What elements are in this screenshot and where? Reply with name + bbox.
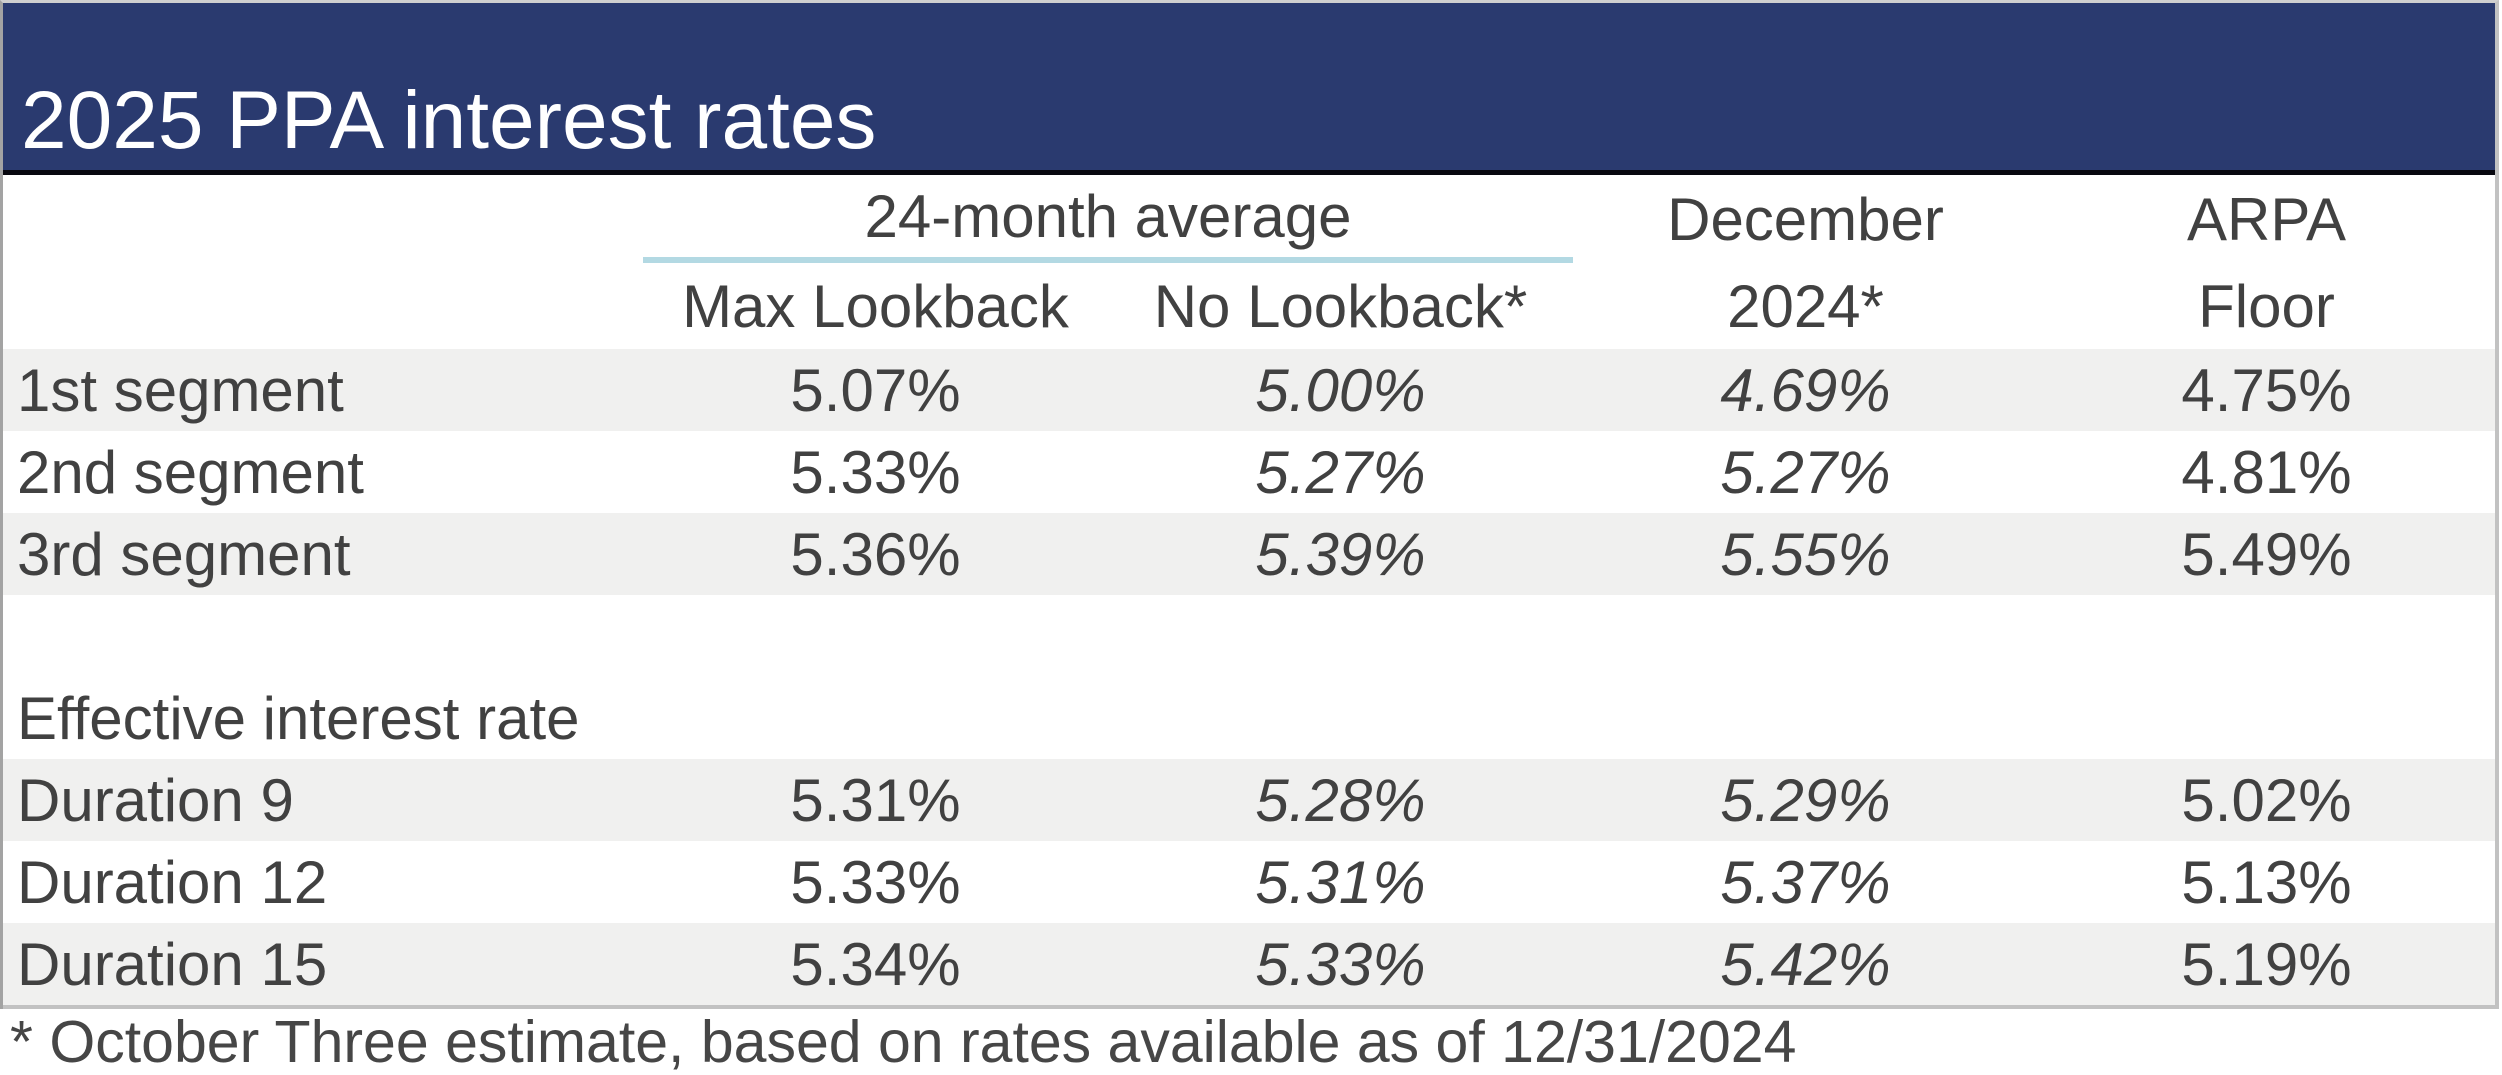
- table-row-2nd-segment: 2nd segment 5.33% 5.27% 5.27% 4.81%: [3, 431, 2495, 513]
- row-label: 2nd segment: [17, 438, 364, 506]
- row-label: Duration 15: [17, 930, 328, 998]
- cell-arpa-floor: 4.75%: [2181, 356, 2352, 424]
- table-row-duration-15: Duration 15 5.34% 5.33% 5.42% 5.19%: [3, 923, 2495, 1005]
- header-row-columns: Max Lookback No Lookback* 2024* Floor: [3, 263, 2495, 349]
- rates-table: 2025 PPA interest rates 24-month average…: [0, 0, 2499, 1009]
- cell-max-lookback: 5.33%: [790, 438, 961, 506]
- cell-december-2024: 4.69%: [1720, 356, 1891, 424]
- cell-arpa-floor: 5.49%: [2181, 520, 2352, 588]
- table-row-1st-segment: 1st segment 5.07% 5.00% 4.69% 4.75%: [3, 349, 2495, 431]
- cell-arpa-floor: 5.19%: [2181, 930, 2352, 998]
- cell-december-2024: 5.27%: [1720, 438, 1891, 506]
- footnote: * October Three estimate, based on rates…: [10, 1009, 1797, 1075]
- cell-no-lookback: 5.33%: [1255, 930, 1426, 998]
- cell-max-lookback: 5.34%: [790, 930, 961, 998]
- row-label: Duration 9: [17, 766, 294, 834]
- cell-max-lookback: 5.07%: [790, 356, 961, 424]
- column-header-arpa-line2: Floor: [2198, 272, 2335, 340]
- column-header-arpa-line1: ARPA: [2187, 185, 2346, 253]
- section-row-effective-interest-rate: Effective interest rate: [3, 677, 2495, 759]
- cell-december-2024: 5.55%: [1720, 520, 1891, 588]
- table-body: 1st segment 5.07% 5.00% 4.69% 4.75% 2nd …: [3, 349, 2495, 1009]
- row-label: Duration 12: [17, 848, 328, 916]
- table-header: 24-month average December ARPA Max Lookb…: [3, 175, 2495, 349]
- header-row-group: 24-month average December ARPA: [3, 175, 2495, 263]
- column-header-max-lookback: Max Lookback: [682, 272, 1069, 340]
- cell-no-lookback: 5.31%: [1255, 848, 1426, 916]
- table-row-duration-12: Duration 12 5.33% 5.31% 5.37% 5.13%: [3, 841, 2495, 923]
- page-title: 2025 PPA interest rates: [21, 75, 877, 166]
- cell-december-2024: 5.29%: [1720, 766, 1891, 834]
- section-label: Effective interest rate: [17, 684, 580, 752]
- column-header-december-line1: December: [1667, 185, 1944, 253]
- row-label: 3rd segment: [17, 520, 351, 588]
- cell-max-lookback: 5.36%: [790, 520, 961, 588]
- title-bar: 2025 PPA interest rates: [3, 3, 2495, 175]
- table-row-duration-9: Duration 9 5.31% 5.28% 5.29% 5.02%: [3, 759, 2495, 841]
- cell-arpa-floor: 5.02%: [2181, 766, 2352, 834]
- cell-max-lookback: 5.33%: [790, 848, 961, 916]
- cell-max-lookback: 5.31%: [790, 766, 961, 834]
- table-row-3rd-segment: 3rd segment 5.36% 5.39% 5.55% 5.49%: [3, 513, 2495, 595]
- row-label: 1st segment: [17, 356, 344, 424]
- spacer-row: [3, 595, 2495, 677]
- cell-december-2024: 5.42%: [1720, 930, 1891, 998]
- column-group-24-month-average: 24-month average: [643, 175, 1573, 263]
- column-header-december-line2: 2024*: [1727, 272, 1884, 340]
- cell-no-lookback: 5.39%: [1255, 520, 1426, 588]
- column-header-no-lookback: No Lookback*: [1153, 272, 1528, 340]
- cell-arpa-floor: 5.13%: [2181, 848, 2352, 916]
- cell-no-lookback: 5.27%: [1255, 438, 1426, 506]
- cell-december-2024: 5.37%: [1720, 848, 1891, 916]
- cell-arpa-floor: 4.81%: [2181, 438, 2352, 506]
- cell-no-lookback: 5.28%: [1255, 766, 1426, 834]
- cell-no-lookback: 5.00%: [1255, 356, 1426, 424]
